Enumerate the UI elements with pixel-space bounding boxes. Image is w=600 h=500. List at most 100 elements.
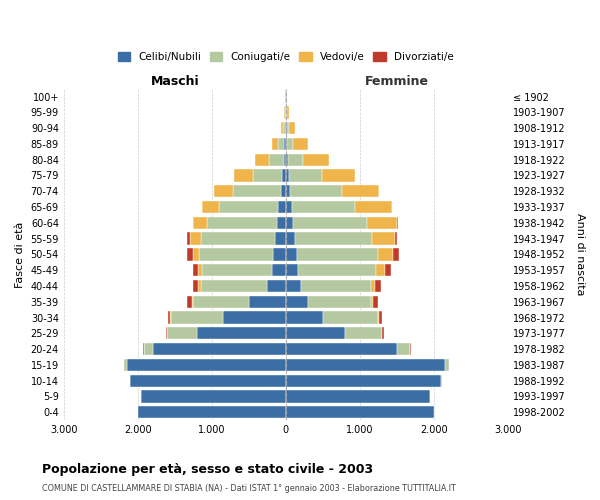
Bar	[385, 264, 391, 276]
Bar	[345, 327, 382, 340]
Bar	[286, 406, 434, 418]
Bar	[219, 201, 278, 213]
Bar	[202, 264, 272, 276]
Bar	[322, 170, 355, 181]
Bar	[152, 343, 286, 355]
Bar	[286, 296, 308, 308]
Bar	[193, 216, 206, 229]
Bar	[397, 216, 398, 229]
Bar	[289, 170, 322, 181]
Bar	[282, 170, 286, 181]
Bar	[286, 122, 287, 134]
Bar	[202, 201, 219, 213]
Bar	[286, 264, 298, 276]
Bar	[323, 312, 379, 324]
Text: Femmine: Femmine	[365, 75, 429, 88]
Bar	[166, 327, 167, 340]
Bar	[187, 248, 193, 260]
Bar	[201, 232, 275, 245]
Bar	[376, 280, 381, 292]
Bar	[286, 216, 293, 229]
Bar	[303, 154, 329, 166]
Bar	[138, 406, 286, 418]
Bar	[288, 154, 303, 166]
Bar	[201, 280, 268, 292]
Bar	[187, 296, 192, 308]
Bar	[144, 343, 152, 355]
Bar	[130, 374, 286, 387]
Bar	[297, 248, 379, 260]
Text: Popolazione per età, sesso e stato civile - 2003: Popolazione per età, sesso e stato civil…	[42, 462, 373, 475]
Bar	[286, 138, 287, 150]
Bar	[214, 185, 233, 198]
Bar	[286, 170, 289, 181]
Bar	[193, 264, 199, 276]
Bar	[278, 201, 286, 213]
Bar	[286, 390, 430, 402]
Bar	[256, 154, 269, 166]
Bar	[289, 122, 295, 134]
Bar	[397, 343, 410, 355]
Bar	[373, 296, 379, 308]
Bar	[286, 232, 295, 245]
Bar	[273, 248, 286, 260]
Bar	[286, 248, 297, 260]
Bar	[272, 264, 286, 276]
Bar	[286, 185, 290, 198]
Bar	[253, 170, 282, 181]
Bar	[124, 358, 127, 371]
Bar	[127, 358, 286, 371]
Bar	[167, 327, 197, 340]
Bar	[249, 296, 286, 308]
Bar	[284, 138, 286, 150]
Bar	[293, 216, 367, 229]
Bar	[286, 374, 441, 387]
Bar	[284, 106, 286, 118]
Bar	[393, 248, 399, 260]
Bar	[233, 185, 281, 198]
Bar	[285, 122, 286, 134]
Y-axis label: Anni di nascita: Anni di nascita	[575, 213, 585, 296]
Bar	[379, 312, 382, 324]
Bar	[287, 122, 289, 134]
Bar	[281, 122, 283, 134]
Bar	[142, 390, 286, 402]
Bar	[281, 185, 286, 198]
Bar	[379, 248, 393, 260]
Bar	[193, 248, 199, 260]
Bar	[199, 264, 202, 276]
Bar	[295, 232, 373, 245]
Bar	[371, 280, 376, 292]
Bar	[371, 296, 373, 308]
Bar	[286, 327, 345, 340]
Bar	[286, 358, 445, 371]
Bar	[190, 232, 201, 245]
Legend: Celibi/Nubili, Coniugati/e, Vedovi/e, Divorziati/e: Celibi/Nubili, Coniugati/e, Vedovi/e, Di…	[114, 48, 458, 66]
Bar	[287, 106, 289, 118]
Bar	[278, 138, 284, 150]
Bar	[286, 280, 301, 292]
Bar	[286, 312, 323, 324]
Y-axis label: Fasce di età: Fasce di età	[15, 221, 25, 288]
Bar	[298, 264, 376, 276]
Bar	[171, 312, 223, 324]
Bar	[284, 154, 286, 166]
Bar	[355, 201, 392, 213]
Text: Maschi: Maschi	[151, 75, 199, 88]
Bar	[376, 264, 385, 276]
Bar	[293, 138, 308, 150]
Bar	[292, 201, 355, 213]
Bar	[206, 216, 277, 229]
Bar	[283, 122, 285, 134]
Bar	[287, 138, 293, 150]
Bar	[373, 232, 395, 245]
Bar	[445, 358, 449, 371]
Bar	[192, 296, 193, 308]
Bar	[395, 232, 397, 245]
Bar	[269, 154, 284, 166]
Bar	[301, 280, 371, 292]
Bar	[193, 280, 199, 292]
Bar	[286, 154, 288, 166]
Bar	[290, 185, 342, 198]
Bar	[197, 327, 286, 340]
